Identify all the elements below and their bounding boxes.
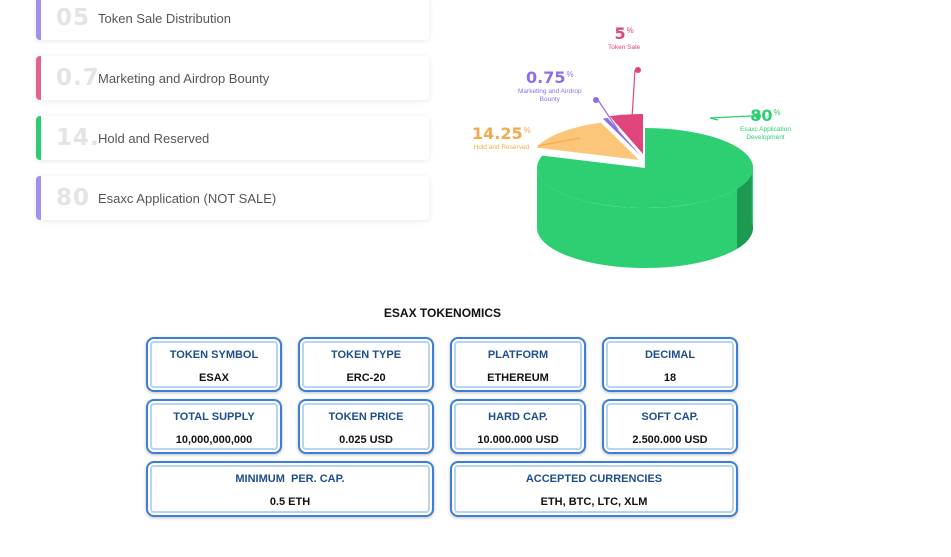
callout-label-2: Bounty xyxy=(539,96,560,103)
dist-item-marketing: 0.75 Marketing and Airdrop Bounty xyxy=(36,56,429,100)
dist-number: 80 xyxy=(56,185,91,211)
pie-leader-line xyxy=(709,115,756,121)
callout-percent-sign: % xyxy=(773,107,781,117)
callout-value: 80 xyxy=(750,106,773,125)
card-value: 10.000.000 USD xyxy=(477,434,559,446)
dist-item-token-sale: 05 Token Sale Distribution xyxy=(36,0,429,40)
card-token-symbol: TOKEN SYMBOL ESAX xyxy=(146,337,282,392)
card-value: ESAX xyxy=(199,372,229,384)
card-token-price: TOKEN PRICE 0.025 USD xyxy=(298,399,434,454)
card-total-supply: TOTAL SUPPLY 10,000,000,000 xyxy=(146,399,282,454)
callout-value: 14.25 xyxy=(472,124,523,143)
card-value: ETH, BTC, LTC, XLM xyxy=(540,496,648,508)
callout-label-2: Development xyxy=(746,134,785,141)
pie-chart: 5% Token Sale 0.75% Marketing and Airdro… xyxy=(460,20,830,270)
callout-token-sale: 5% Token Sale xyxy=(608,24,640,52)
card-value: 2.500.000 USD xyxy=(632,434,708,446)
dist-number: 0.75 xyxy=(56,65,98,91)
card-value: ERC-20 xyxy=(346,372,386,384)
dist-label: Marketing and Airdrop Bounty xyxy=(98,70,270,86)
dist-label: Esaxc Application (NOT SALE) xyxy=(98,190,277,206)
callout-value: 0.75 xyxy=(525,68,566,87)
card-heading: HARD CAP. xyxy=(488,411,548,423)
dist-label: Hold and Reserved xyxy=(98,130,210,146)
pie-slice-side xyxy=(537,168,753,268)
card-hard-cap: HARD CAP. 10.000.000 USD xyxy=(450,399,586,454)
distribution-list: 05 Token Sale Distribution 0.75 Marketin… xyxy=(36,0,429,236)
pie-leader-line xyxy=(537,137,581,147)
card-decimal: DECIMAL 18 xyxy=(602,337,738,392)
card-accepted-currencies: ACCEPTED CURRENCIES ETH, BTC, LTC, XLM xyxy=(450,461,738,517)
dist-number: 05 xyxy=(56,5,91,31)
card-heading: TOKEN SYMBOL xyxy=(169,349,259,361)
pie-slice xyxy=(536,122,639,160)
callout-application: 80% Esaxc Application Development xyxy=(740,106,791,142)
pie-leader-dot xyxy=(635,67,641,73)
callout-percent-sign: % xyxy=(566,69,574,79)
pie-leader-dot xyxy=(755,113,761,119)
card-soft-cap: SOFT CAP. 2.500.000 USD xyxy=(602,399,738,454)
card-heading: TOKEN TYPE xyxy=(330,349,402,361)
card-token-type: TOKEN TYPE ERC-20 xyxy=(298,337,434,392)
callout-label: Esaxc Application xyxy=(740,126,791,133)
card-heading: TOTAL SUPPLY xyxy=(173,411,255,423)
card-heading: DECIMAL xyxy=(644,349,696,361)
callout-label: Hold and Reserved xyxy=(473,144,530,151)
callout-label: Token Sale xyxy=(608,44,641,51)
callout-hold-reserved: 14.25% Hold and Reserved xyxy=(472,124,531,152)
card-heading: MINIMUM PER. CAP. xyxy=(235,473,345,485)
card-heading: TOKEN PRICE xyxy=(328,411,404,423)
callout-marketing: 0.75% Marketing and Airdrop Bounty xyxy=(518,68,582,104)
card-value: ETHEREUM xyxy=(487,372,549,384)
card-value: 10,000,000,000 xyxy=(175,434,253,446)
callout-percent-sign: % xyxy=(523,125,531,135)
dist-color-bar xyxy=(36,56,41,100)
pie-slice xyxy=(609,114,643,154)
card-value: 0.025 USD xyxy=(339,434,393,446)
callout-value: 5 xyxy=(614,24,626,43)
dist-label: Token Sale Distribution xyxy=(98,10,231,26)
dist-color-bar xyxy=(36,0,41,40)
dist-item-application: 80 Esaxc Application (NOT SALE) xyxy=(36,176,429,220)
pie-leader-line xyxy=(597,99,619,131)
card-heading: PLATFORM xyxy=(487,349,549,361)
callout-label: Marketing and Airdrop xyxy=(518,88,582,95)
tokenomics-title: ESAX TOKENOMICS xyxy=(383,306,502,320)
pie-slice xyxy=(602,117,641,156)
pie-chart-svg xyxy=(536,67,761,268)
dist-color-bar xyxy=(36,176,41,220)
card-minimum-per-cap: MINIMUM PER. CAP. 0.5 ETH xyxy=(146,461,434,517)
pie-leader-line xyxy=(631,69,636,119)
callout-percent-sign: % xyxy=(626,25,634,35)
card-heading: ACCEPTED CURRENCIES xyxy=(525,473,663,485)
dist-color-bar xyxy=(36,116,41,160)
pie-slice-shadow xyxy=(737,162,753,249)
card-heading: SOFT CAP. xyxy=(641,411,699,423)
card-value: 0.5 ETH xyxy=(269,496,311,508)
dist-number: 14.75 xyxy=(56,125,98,151)
pie-slice xyxy=(537,128,753,209)
card-value: 18 xyxy=(663,372,677,384)
dist-item-hold-reserved: 14.75 Hold and Reserved xyxy=(36,116,429,160)
card-platform: PLATFORM ETHEREUM xyxy=(450,337,586,392)
pie-leader-dot xyxy=(593,97,599,103)
